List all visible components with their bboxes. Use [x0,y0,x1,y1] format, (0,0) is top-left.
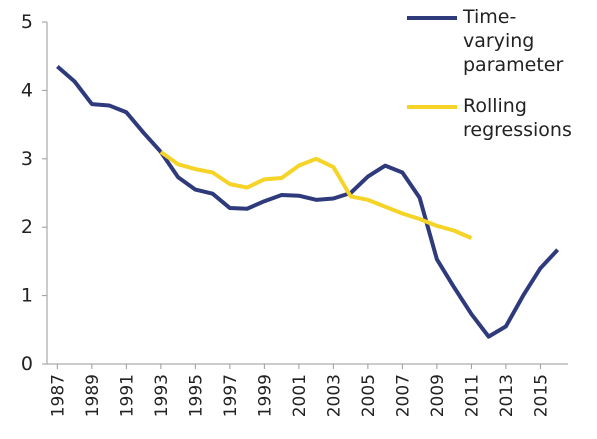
legend-label: Rolling regressions [463,95,572,141]
y-tick-label: 3 [21,148,33,170]
y-tick-label: 4 [21,79,33,101]
x-tick-label: 1997 [221,374,241,417]
x-tick-label: 1991 [117,374,137,417]
x-tick-label: 1999 [255,374,275,417]
series-line [159,150,473,240]
x-tick-label: 2001 [290,374,310,417]
x-tick-label: 2003 [324,374,344,417]
y-tick-label: 1 [21,285,33,307]
x-tick-label: 2015 [531,374,551,417]
legend-label: Time-varying parameter [463,6,564,76]
y-tick-label: 5 [21,11,33,33]
x-tick-label: 1989 [83,374,103,417]
x-tick-label: 2009 [428,374,448,417]
x-tick-label: 1993 [152,374,172,417]
y-tick-label: 2 [21,216,33,238]
x-tick-label: 2013 [497,374,517,417]
x-tick-label: 2005 [359,374,379,417]
x-tick-label: 1995 [186,374,206,417]
series-line [56,64,560,339]
x-tick-label: 2011 [462,374,482,417]
x-tick-label: 2007 [393,374,413,417]
x-tick-label: 1987 [48,374,68,417]
y-tick-label: 0 [21,353,33,375]
